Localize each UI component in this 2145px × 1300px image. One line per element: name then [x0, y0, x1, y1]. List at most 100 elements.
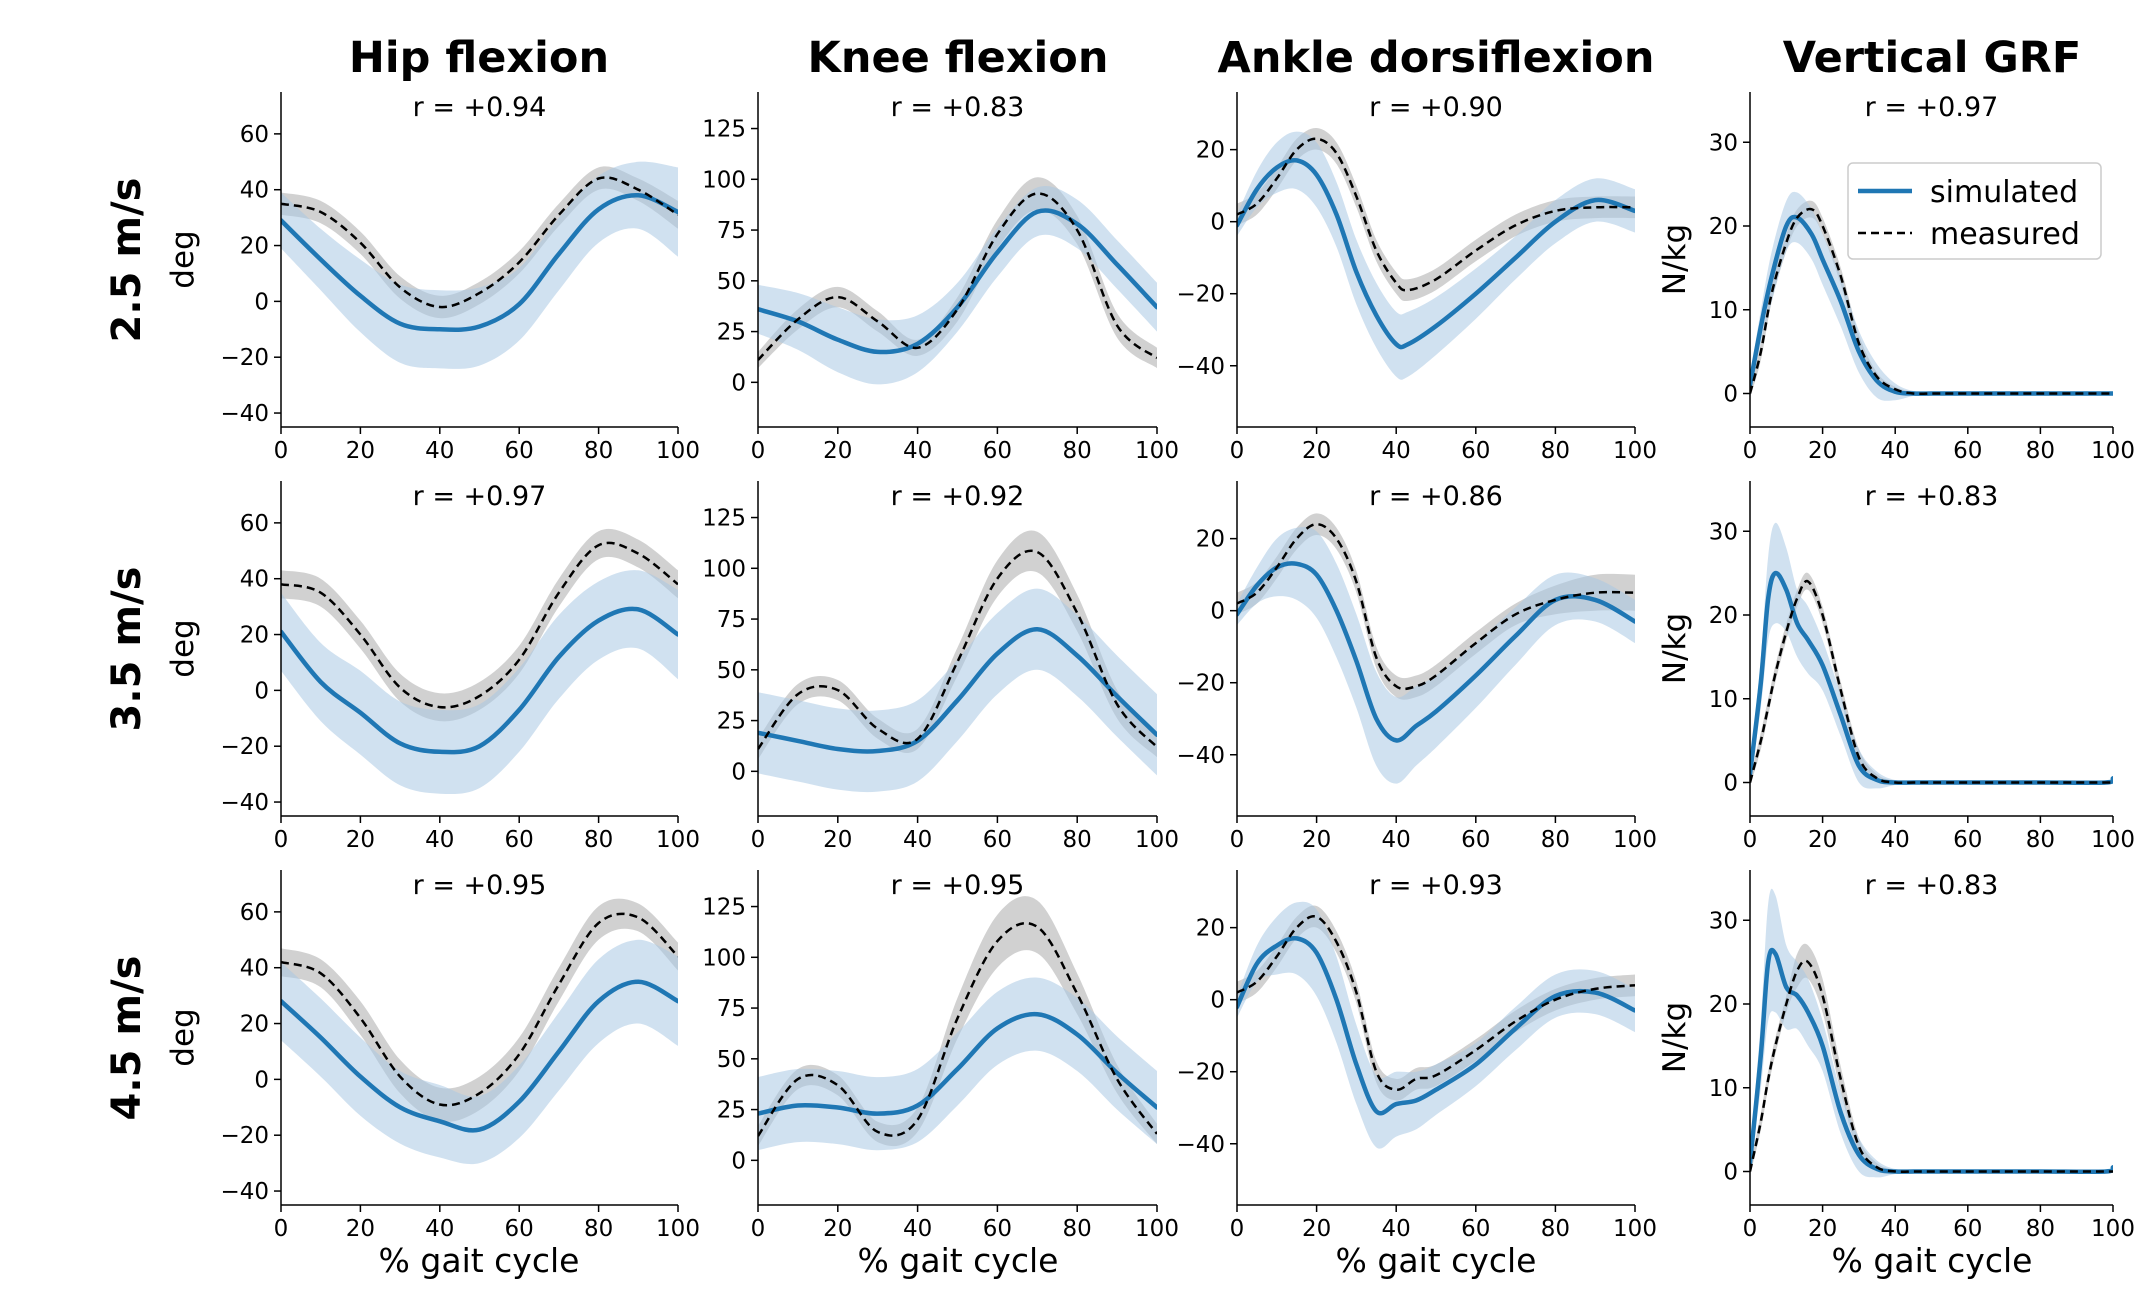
x-tick-label-ankle-2-5-100: 100 [1613, 438, 1657, 464]
correlation-label-grf-2-5: r = +0.97 [1865, 92, 1999, 123]
correlation-label-knee-3-5: r = +0.92 [891, 481, 1025, 512]
simulated-band-hip-4-5 [281, 939, 678, 1165]
x-tick-label-knee-4-5-80: 80 [1063, 1216, 1092, 1242]
panel-hip-3-5: 0 20 40 60 80 100 −40 −20 0 20 40 60 r = +0.97 deg [165, 481, 700, 853]
x-tick-label-grf-2-5-40: 40 [1881, 438, 1910, 464]
plot-area-hip-3-5 [281, 528, 678, 794]
simulated-band-hip-3-5 [281, 570, 678, 794]
x-tick-label-grf-2-5-80: 80 [2026, 438, 2055, 464]
x-tick-label-grf-4-5-60: 60 [1953, 1216, 1982, 1242]
simulated-line-knee-2-5 [758, 208, 1157, 355]
panel-grf-3-5: 0 20 40 60 80 100 0 10 20 30 r = +0.83 N/kg [1657, 481, 2135, 853]
simulated-line-grf-2-5 [1750, 214, 2113, 396]
measured-line-grf-3-5 [1750, 579, 2113, 785]
x-tick-label-knee-2-5-0: 0 [751, 438, 766, 464]
x-tick-label-knee-4-5-20: 20 [823, 1216, 852, 1242]
x-tick-label-ankle-4-5-20: 20 [1302, 1216, 1331, 1242]
x-tick-label-ankle-2-5-0: 0 [1230, 438, 1245, 464]
measured-band-knee-3-5 [758, 530, 1157, 760]
x-axis-label-hip: % gait cycle [379, 1241, 580, 1280]
x-tick-label-hip-2-5-80: 80 [584, 438, 613, 464]
y-tick-label-knee-4-5-75: 75 [717, 996, 746, 1022]
x-tick-label-ankle-3-5-40: 40 [1382, 827, 1411, 853]
y-tick-label-grf-2-5-20: 20 [1709, 214, 1738, 240]
x-tick-label-knee-2-5-100: 100 [1135, 438, 1179, 464]
x-tick-label-knee-3-5-20: 20 [823, 827, 852, 853]
y-tick-label-ankle-4-5--20: −20 [1176, 1060, 1225, 1086]
plot-area-grf-4-5 [1750, 888, 2113, 1178]
y-axis-label-grf-4-5: N/kg [1657, 1002, 1693, 1073]
plot-area-ankle-2-5 [1237, 127, 1635, 380]
x-tick-label-ankle-4-5-80: 80 [1541, 1216, 1570, 1242]
y-tick-label-knee-4-5-50: 50 [717, 1047, 746, 1073]
x-tick-label-grf-2-5-100: 100 [2091, 438, 2135, 464]
x-tick-label-grf-3-5-40: 40 [1881, 827, 1910, 853]
y-tick-label-hip-2-5--40: −40 [220, 401, 269, 427]
x-axis-label-knee: % gait cycle [858, 1241, 1059, 1280]
x-tick-label-ankle-4-5-40: 40 [1382, 1216, 1411, 1242]
correlation-label-grf-4-5: r = +0.83 [1865, 870, 1999, 901]
column-title-knee: Knee flexion [808, 33, 1109, 83]
x-tick-label-knee-2-5-40: 40 [903, 438, 932, 464]
correlation-label-ankle-2-5: r = +0.90 [1369, 92, 1503, 123]
y-tick-label-knee-3-5-75: 75 [717, 607, 746, 633]
x-tick-label-knee-3-5-100: 100 [1135, 827, 1179, 853]
x-tick-label-ankle-2-5-40: 40 [1382, 438, 1411, 464]
measured-line-knee-3-5 [758, 549, 1157, 750]
x-tick-label-hip-4-5-20: 20 [346, 1216, 375, 1242]
x-tick-label-knee-2-5-80: 80 [1063, 438, 1092, 464]
correlation-label-grf-3-5: r = +0.83 [1865, 481, 1999, 512]
y-tick-label-grf-4-5-0: 0 [1723, 1160, 1738, 1186]
y-tick-label-hip-2-5-60: 60 [240, 122, 269, 148]
y-tick-label-ankle-3-5-20: 20 [1196, 527, 1225, 553]
x-axis-label-grf: % gait cycle [1832, 1241, 2033, 1280]
x-tick-label-ankle-3-5-20: 20 [1302, 827, 1331, 853]
x-tick-label-grf-4-5-100: 100 [2091, 1216, 2135, 1242]
y-tick-label-ankle-3-5--40: −40 [1176, 743, 1225, 769]
x-tick-label-knee-2-5-60: 60 [983, 438, 1012, 464]
y-tick-label-hip-4-5--20: −20 [220, 1123, 269, 1149]
y-tick-label-hip-3-5--20: −20 [220, 734, 269, 760]
y-axis-label-hip-3-5: deg [165, 619, 201, 677]
y-tick-label-grf-3-5-0: 0 [1723, 771, 1738, 797]
plot-area-grf-3-5 [1750, 522, 2113, 789]
x-tick-label-hip-2-5-0: 0 [274, 438, 289, 464]
simulated-line-hip-2-5 [281, 193, 678, 332]
legend-frame [1847, 162, 2102, 260]
x-tick-label-grf-3-5-20: 20 [1808, 827, 1837, 853]
y-tick-label-hip-2-5-20: 20 [240, 234, 269, 260]
y-tick-label-grf-2-5-10: 10 [1709, 298, 1738, 324]
simulated-band-ankle-3-5 [1237, 526, 1635, 784]
legend: simulated measured [1847, 162, 2102, 260]
y-tick-label-grf-2-5-0: 0 [1723, 382, 1738, 408]
measured-band-hip-3-5 [281, 528, 678, 722]
legend-simulated-label: simulated [1930, 175, 2078, 210]
x-tick-label-grf-2-5-20: 20 [1808, 438, 1837, 464]
y-tick-label-knee-4-5-25: 25 [717, 1098, 746, 1124]
x-tick-label-grf-4-5-40: 40 [1881, 1216, 1910, 1242]
panel-hip-4-5: 0 20 40 60 80 100 −40 −20 0 20 40 60 r = +0.95 deg [165, 870, 700, 1242]
y-tick-label-ankle-4-5-0: 0 [1210, 988, 1225, 1014]
panel-hip-2-5: 0 20 40 60 80 100 −40 −20 0 20 40 60 r = +0.94 deg [165, 92, 700, 464]
plot-area-grf-2-5 [1750, 191, 2113, 401]
simulated-line-hip-4-5 [281, 979, 678, 1133]
y-tick-label-knee-2-5-25: 25 [717, 320, 746, 346]
simulated-band-ankle-4-5 [1237, 901, 1635, 1149]
measured-line-knee-2-5 [758, 192, 1157, 361]
correlation-label-ankle-3-5: r = +0.86 [1369, 481, 1503, 512]
x-tick-label-ankle-4-5-60: 60 [1461, 1216, 1490, 1242]
panel-grf-2-5: 0 20 40 60 80 100 0 10 20 30 r = +0.97 N/kg [1657, 92, 2135, 464]
measured-band-hip-4-5 [281, 898, 678, 1122]
plot-area-knee-3-5 [758, 530, 1157, 793]
y-axis-label-grf-2-5: N/kg [1657, 224, 1693, 295]
simulated-line-grf-4-5 [1750, 947, 2113, 1175]
y-tick-label-ankle-2-5-0: 0 [1210, 210, 1225, 236]
y-tick-label-hip-4-5--40: −40 [220, 1179, 269, 1205]
correlation-label-hip-4-5: r = +0.95 [413, 870, 547, 901]
simulated-line-ankle-2-5 [1237, 157, 1635, 350]
y-axis-label-hip-4-5: deg [165, 1008, 201, 1066]
x-tick-label-knee-3-5-0: 0 [751, 827, 766, 853]
y-tick-label-grf-3-5-30: 30 [1709, 519, 1738, 545]
plot-area-hip-2-5 [281, 161, 678, 369]
